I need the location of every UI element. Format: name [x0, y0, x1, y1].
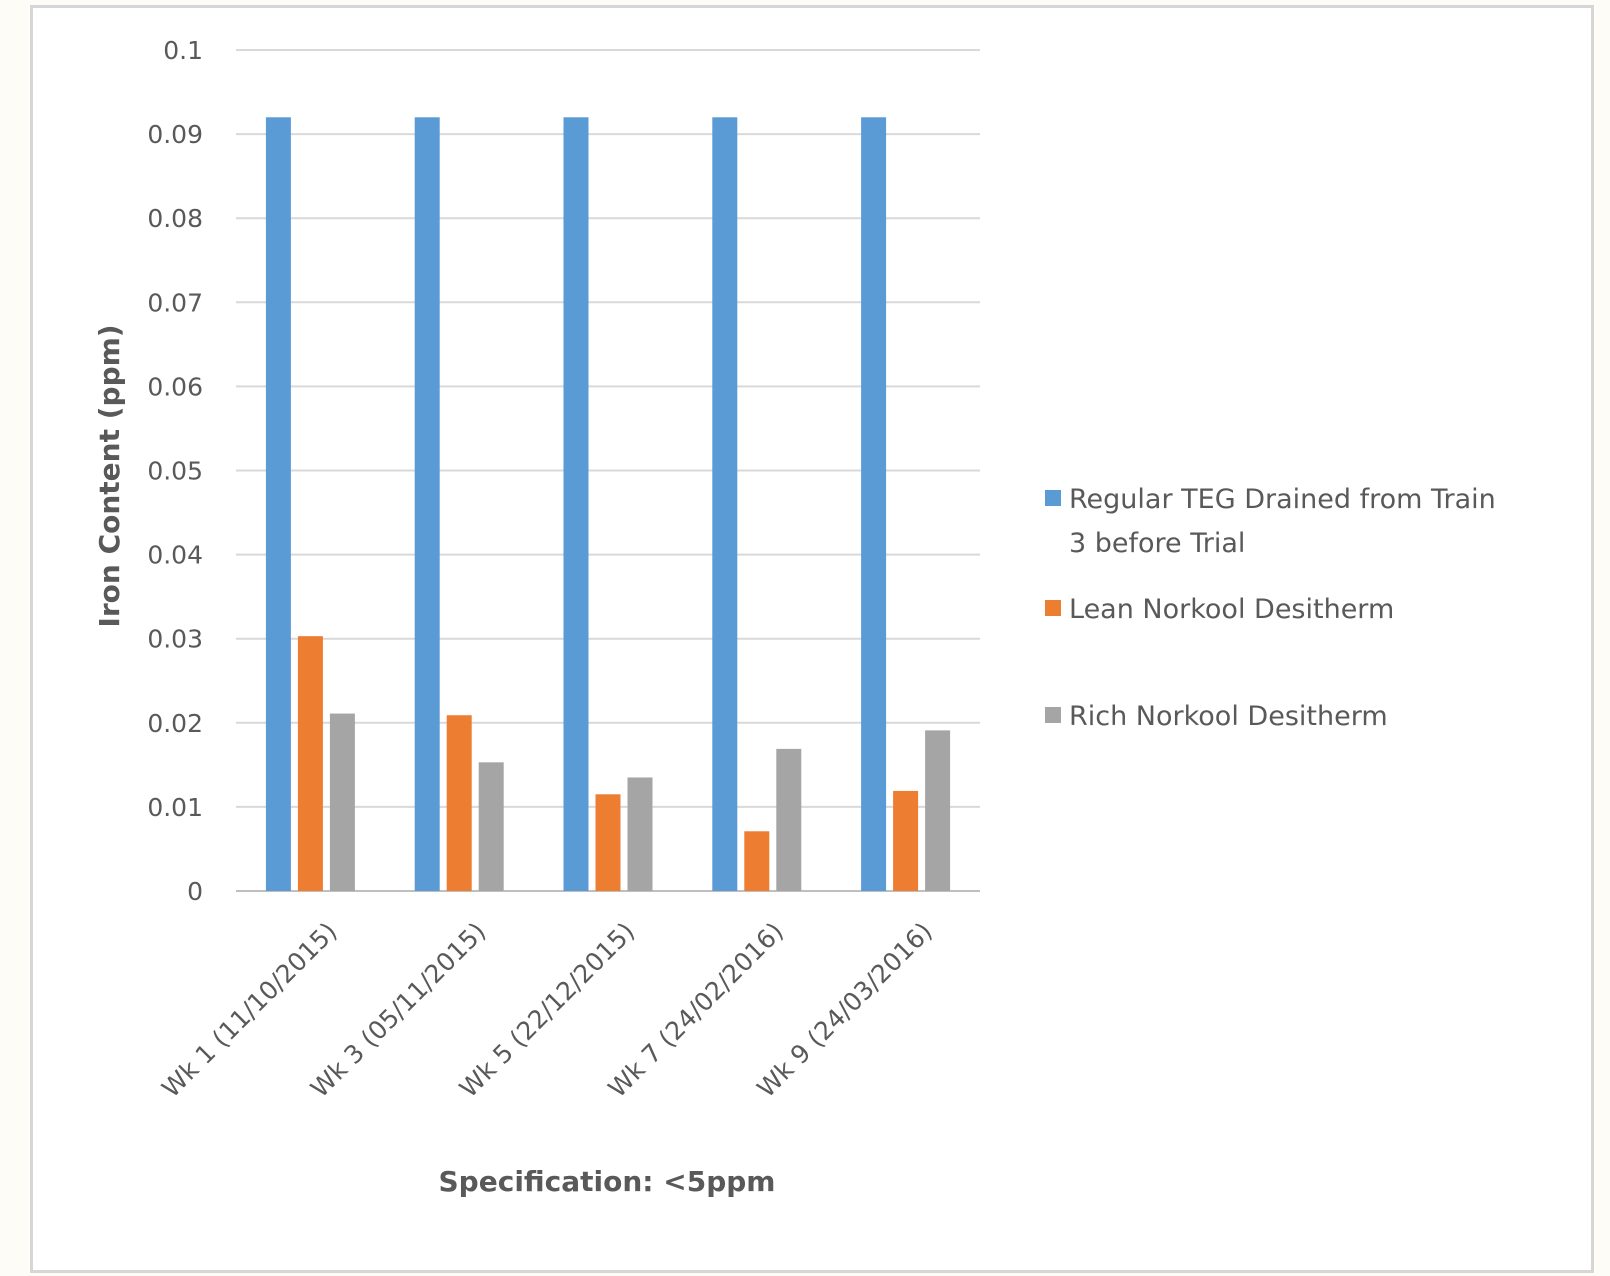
x-axis-ticks: Wk 1 (11/10/2015)Wk 3 (05/11/2015)Wk 5 (…	[156, 917, 938, 1103]
y-tick-label: 0.05	[147, 457, 203, 486]
bar-series-3-2	[478, 762, 504, 891]
bar-series-1-3	[563, 117, 589, 891]
y-tick-label: 0.03	[147, 625, 203, 654]
gridlines	[236, 49, 980, 892]
bar-series-2-2	[446, 715, 472, 891]
y-tick-label: 0.02	[147, 709, 203, 738]
bar-series-2-1	[297, 636, 323, 891]
legend-swatch	[1045, 707, 1061, 723]
y-tick-label: 0.01	[147, 793, 203, 822]
y-tick-label: 0.08	[147, 204, 203, 233]
y-tick-label: 0.07	[147, 288, 203, 317]
legend-swatch	[1045, 490, 1061, 506]
legend: Regular TEG Drained from Train 3 before T…	[1045, 484, 1496, 732]
legend-label: Lean Norkool Desitherm	[1069, 594, 1394, 625]
bar-series-1-4	[712, 117, 738, 891]
bar-series-1-2	[414, 117, 440, 891]
legend-label: 3 before Trial	[1069, 528, 1245, 559]
chart-frame: 0 0.01 0.02 0.03 0.04 0.05 0.06 0.07 0.08 0.09 0.1…	[30, 5, 1594, 1273]
bar-series-1-1	[265, 117, 291, 891]
bar-series-2-3	[595, 794, 621, 891]
bar-series-2-4	[744, 831, 770, 891]
y-tick-label: 0.09	[147, 120, 203, 149]
y-tick-label: 0.04	[147, 541, 203, 570]
bar-series-3-5	[925, 730, 951, 891]
y-axis-title: Iron Content (ppm)	[93, 324, 126, 627]
y-axis-ticks: 0 0.01 0.02 0.03 0.04 0.05 0.06 0.07 0.08 0.09 0.1	[147, 36, 203, 906]
bar-series-1-5	[861, 117, 887, 891]
bar-chart: 0 0.01 0.02 0.03 0.04 0.05 0.06 0.07 0.08 0.09 0.1…	[93, 36, 1496, 1198]
bar-series-3-3	[627, 777, 653, 891]
y-tick-label: 0.06	[147, 372, 203, 401]
bar-series-3-1	[329, 713, 355, 891]
x-axis-title: Specification: <5ppm	[439, 1165, 776, 1198]
y-tick-label: 0.1	[163, 36, 203, 65]
legend-swatch	[1045, 600, 1061, 616]
bars	[265, 117, 951, 891]
legend-label: Rich Norkool Desitherm	[1069, 701, 1388, 732]
legend-label: Regular TEG Drained from Train	[1069, 484, 1496, 515]
bar-series-3-4	[776, 748, 802, 891]
bar-series-2-5	[893, 790, 919, 891]
y-tick-label: 0	[187, 877, 203, 906]
